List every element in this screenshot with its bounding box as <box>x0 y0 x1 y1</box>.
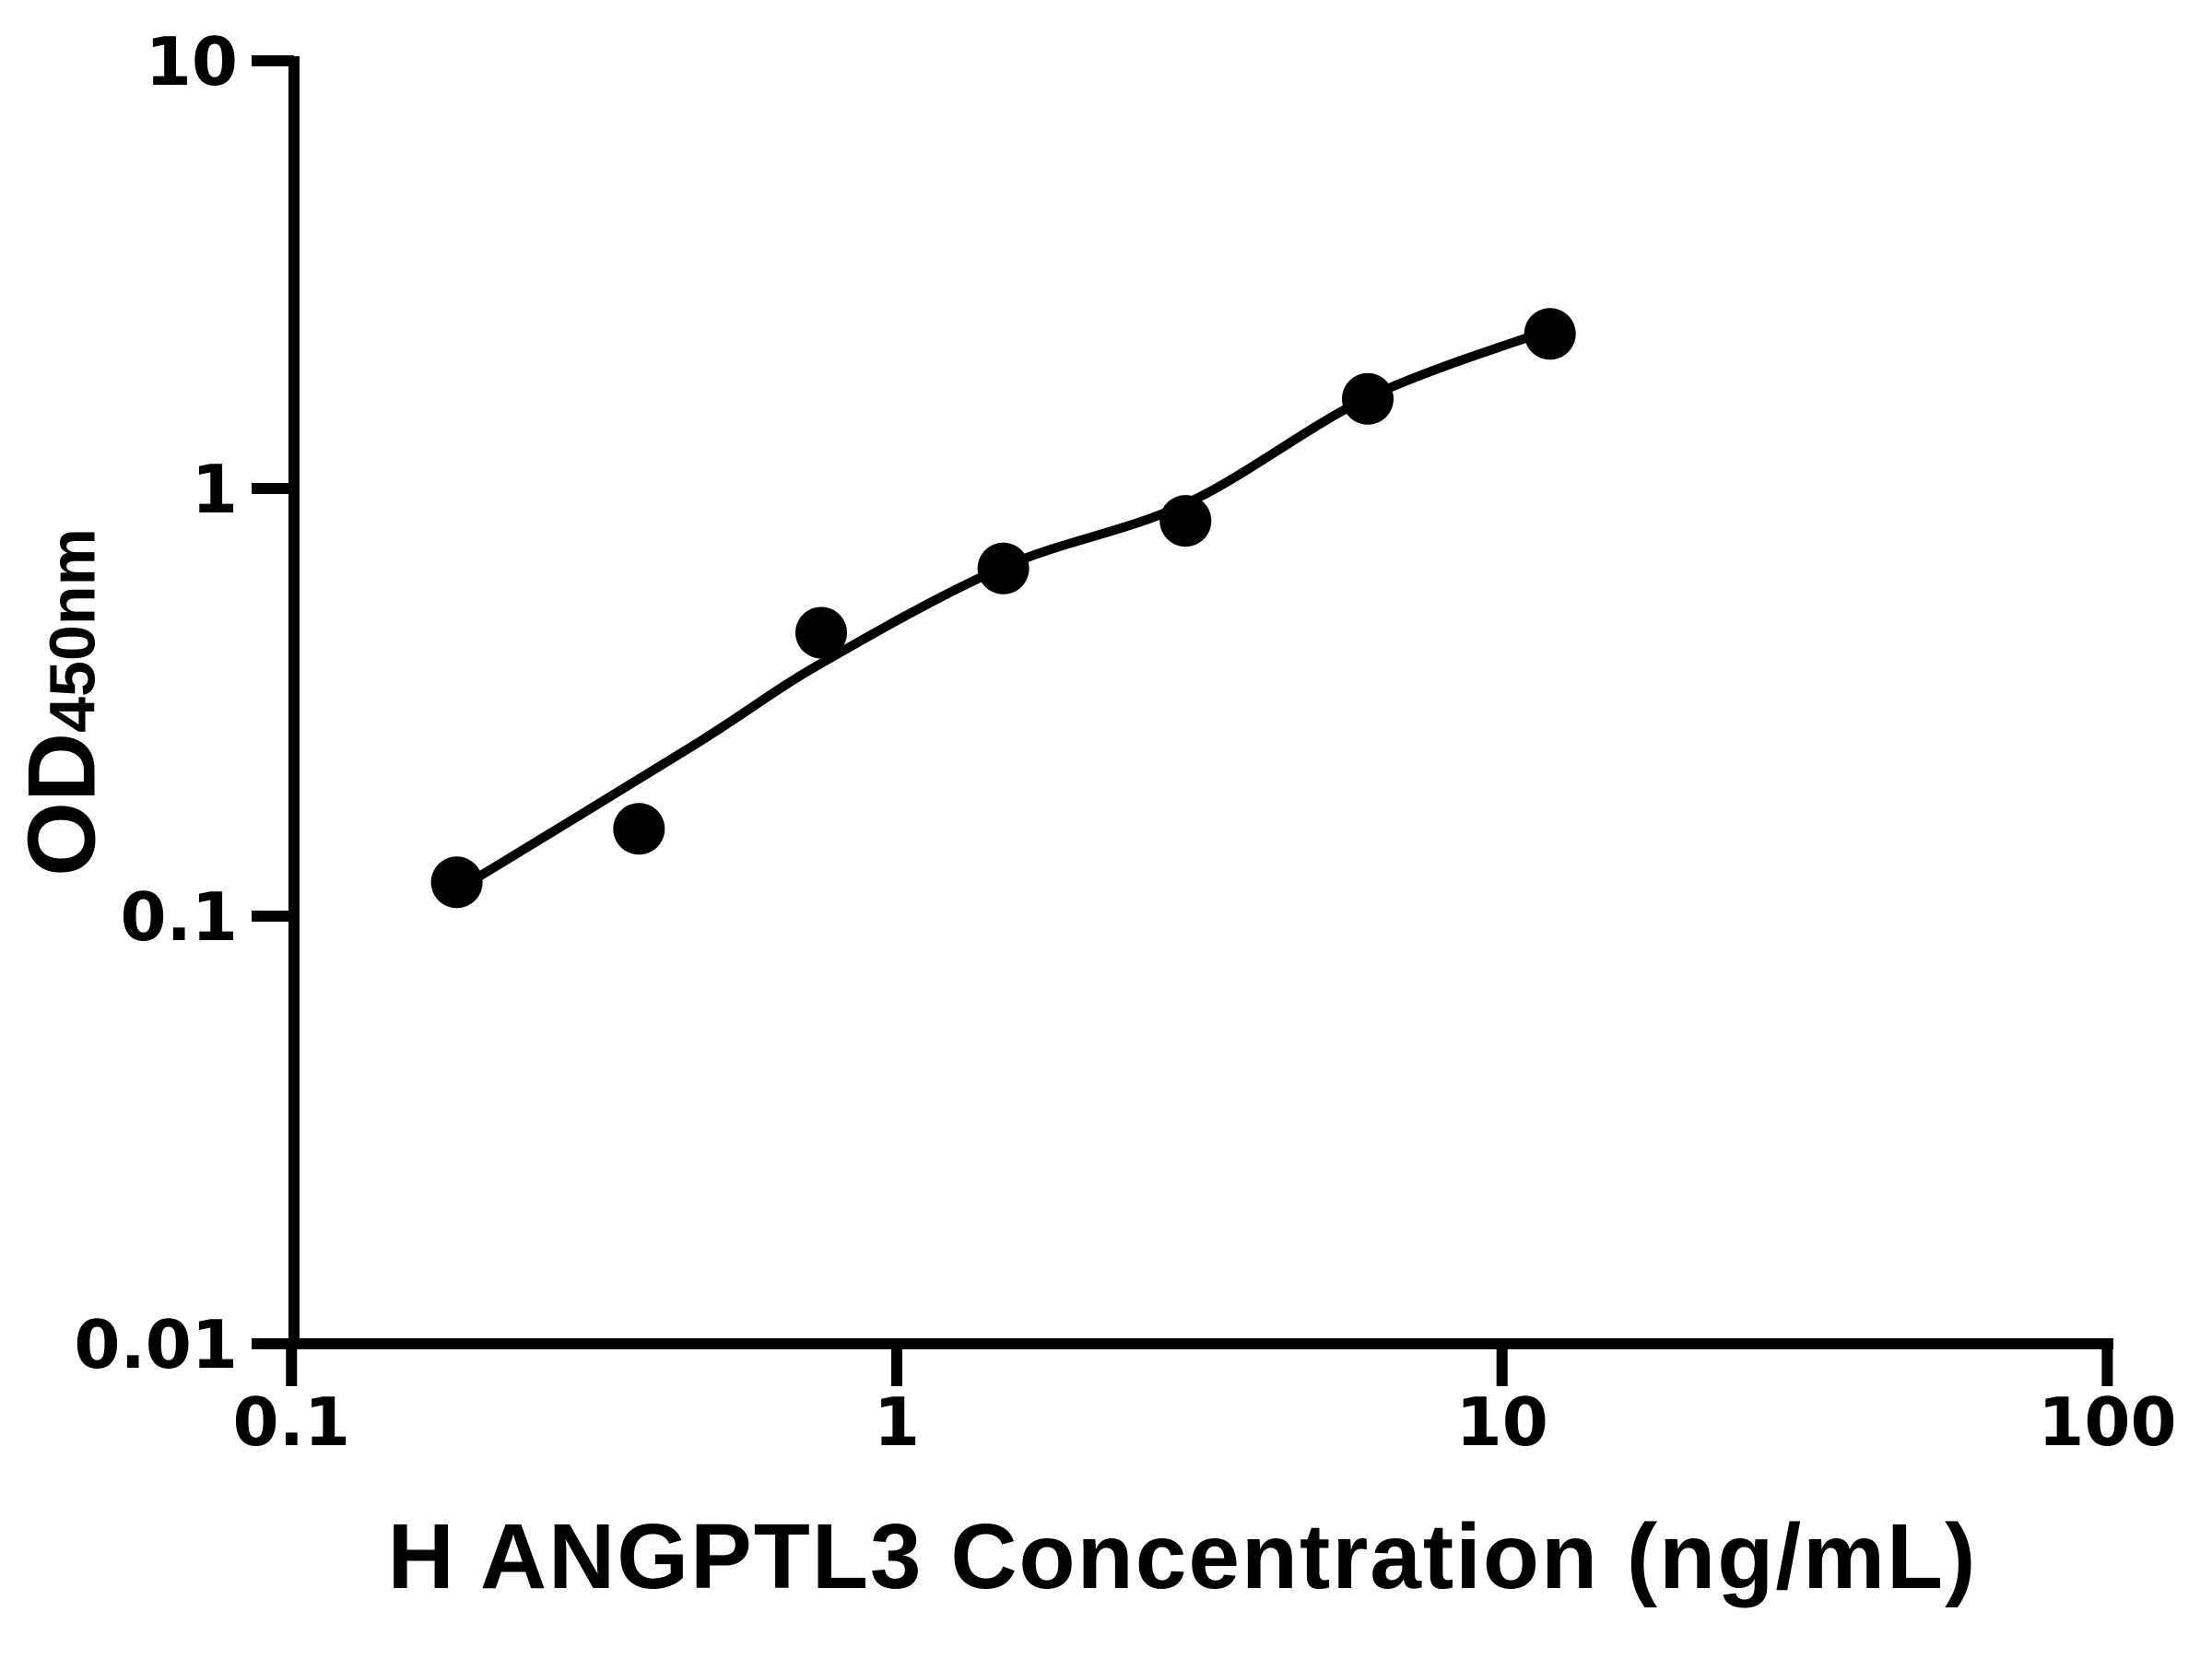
data-point <box>1159 495 1212 547</box>
data-points <box>430 308 1576 909</box>
y-tick-label: 0.01 <box>74 1306 238 1383</box>
y-axis-title: OD450nm <box>8 528 118 877</box>
x-axis-ticks: 0.1 1 10 100 <box>233 1344 2177 1461</box>
data-point <box>613 803 665 855</box>
x-tick-label: 10 <box>1456 1383 1548 1461</box>
y-tick-label: 10 <box>146 23 238 100</box>
y-axis-ticks: 10 1 0.1 0.01 <box>74 23 294 1383</box>
x-tick-label: 0.1 <box>233 1383 351 1461</box>
data-point <box>795 606 847 659</box>
x-axis-title: H ANGPTL3 Concentration (ng/mL) <box>387 1505 1978 1608</box>
y-tick-label: 1 <box>192 451 238 528</box>
x-tick-label: 100 <box>2038 1383 2176 1461</box>
data-point <box>1524 308 1576 360</box>
y-axis-title-main: OD <box>8 732 116 877</box>
x-tick-label: 1 <box>874 1383 920 1461</box>
data-point <box>977 542 1030 594</box>
data-point <box>1342 372 1394 425</box>
data-point <box>430 856 483 909</box>
y-tick-label: 0.1 <box>120 878 238 956</box>
axes <box>252 56 2113 1349</box>
y-axis-title-sub: 450nm <box>36 528 109 733</box>
